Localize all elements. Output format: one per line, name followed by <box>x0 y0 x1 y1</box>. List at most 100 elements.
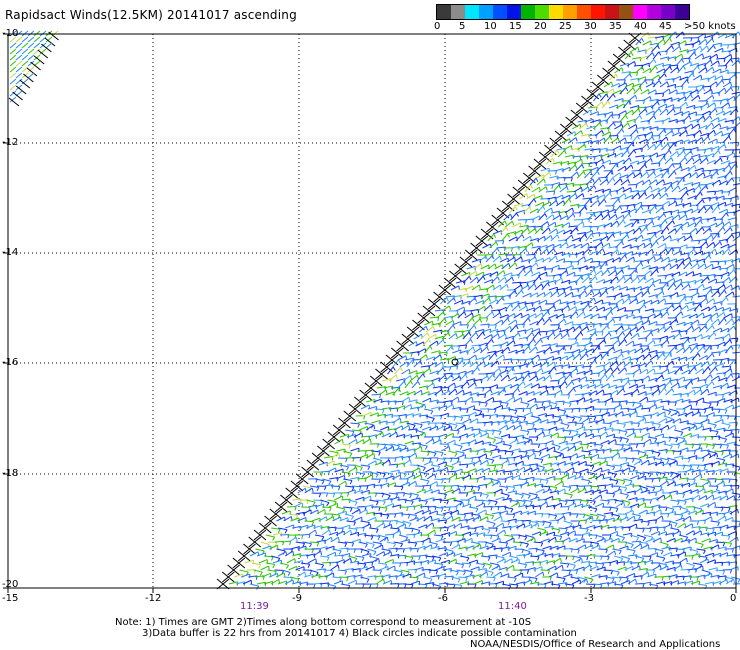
wind-barb <box>471 428 481 431</box>
wind-barb <box>623 447 632 452</box>
wind-barb <box>413 446 422 452</box>
wind-barb <box>730 344 740 347</box>
wind-barb <box>610 82 620 88</box>
wind-barb-flag <box>716 452 719 458</box>
wind-barb <box>439 297 448 305</box>
wind-barb-flag <box>728 102 731 107</box>
wind-barb <box>722 453 732 459</box>
wind-barb <box>624 82 634 88</box>
wind-barb <box>425 382 434 389</box>
wind-barb-flag <box>524 359 527 364</box>
wind-barb <box>406 390 416 396</box>
wind-barb-flag <box>666 170 670 175</box>
wind-barb-flag <box>666 81 669 86</box>
wind-barb <box>716 372 726 375</box>
wind-barb-flag <box>699 191 703 196</box>
wind-barb <box>552 161 562 165</box>
wind-barb <box>725 234 733 242</box>
wind-barb-flag <box>690 235 693 241</box>
wind-barb <box>385 446 394 452</box>
wind-barb <box>643 270 651 277</box>
wind-barb <box>642 40 651 46</box>
wind-barb <box>717 462 727 466</box>
wind-barb-flag <box>442 367 446 372</box>
wind-barb-flag <box>728 277 731 282</box>
wind-barb <box>662 320 671 326</box>
wind-barb-flag <box>623 361 626 366</box>
wind-barb <box>703 59 711 67</box>
wind-barb <box>529 177 537 186</box>
wind-barb <box>632 428 642 431</box>
wind-barb-flag <box>501 297 505 302</box>
wind-barb <box>511 332 519 340</box>
wind-barb <box>452 321 461 326</box>
wind-barb-flag <box>615 480 619 485</box>
wind-barb-flag <box>616 246 618 251</box>
wind-barb-flag <box>719 100 722 105</box>
wind-barb-flag <box>509 326 512 331</box>
wind-barb-flag <box>478 284 481 289</box>
wind-barb <box>517 329 527 333</box>
wind-barb <box>716 226 724 235</box>
wind-barb <box>722 164 730 172</box>
wind-barb-flag <box>666 339 670 344</box>
wind-barb <box>474 468 484 473</box>
wind-barb <box>636 299 645 305</box>
wind-barb <box>583 284 592 291</box>
wind-barb-flag <box>644 164 648 169</box>
wind-barb-flag <box>622 186 625 192</box>
legend-swatch <box>479 5 493 19</box>
wind-barb <box>474 357 484 361</box>
wind-barb <box>388 431 397 438</box>
wind-barb-flag <box>492 373 496 378</box>
wind-barb <box>583 313 593 319</box>
wind-barb <box>673 111 683 116</box>
wind-barb <box>418 414 428 417</box>
wind-barb-flag <box>609 192 613 197</box>
wind-barb <box>652 167 662 172</box>
wind-barb <box>585 348 594 354</box>
wind-barb <box>586 125 596 130</box>
wind-barb <box>592 210 602 214</box>
wind-barb <box>502 443 512 447</box>
wind-barb <box>696 172 704 179</box>
wind-barb-flag <box>442 339 446 344</box>
wind-barb-flag <box>646 171 650 176</box>
wind-barb-flag <box>653 115 657 120</box>
edge-barb <box>390 347 404 359</box>
wind-barb-flag <box>605 431 608 436</box>
wind-barb <box>623 420 633 424</box>
wind-barb <box>642 386 652 389</box>
wind-barb-flag <box>726 239 729 244</box>
wind-barb <box>638 164 646 172</box>
wind-barb-flag <box>477 367 480 372</box>
wind-barb <box>687 222 696 228</box>
wind-barb-flag <box>504 333 507 339</box>
wind-barb-flag <box>612 177 616 182</box>
wind-barb <box>653 257 663 263</box>
wind-barb <box>329 450 339 454</box>
wind-barb <box>413 422 423 426</box>
wind-barb <box>692 185 700 193</box>
wind-barb <box>560 474 569 480</box>
wind-barb <box>647 461 657 466</box>
wind-barb <box>724 202 733 207</box>
wind-barb-flag <box>550 207 553 212</box>
wind-barb <box>371 450 381 453</box>
wind-barb <box>724 373 732 382</box>
wind-barb-flag <box>723 312 726 317</box>
wind-barb-flag <box>492 439 496 444</box>
wind-barb <box>683 321 693 326</box>
wind-barb-flag <box>645 108 648 113</box>
wind-barb <box>462 474 471 480</box>
wind-barb <box>629 160 639 165</box>
wind-barb <box>685 157 693 165</box>
wind-barb <box>719 468 729 473</box>
wind-barb <box>674 367 682 375</box>
wind-barb-flag <box>685 102 688 107</box>
wind-barb-flag <box>485 453 488 458</box>
wind-barb <box>647 36 657 39</box>
wind-barb-flag <box>672 304 675 309</box>
wind-barb <box>653 286 663 291</box>
wind-barb <box>725 152 735 158</box>
